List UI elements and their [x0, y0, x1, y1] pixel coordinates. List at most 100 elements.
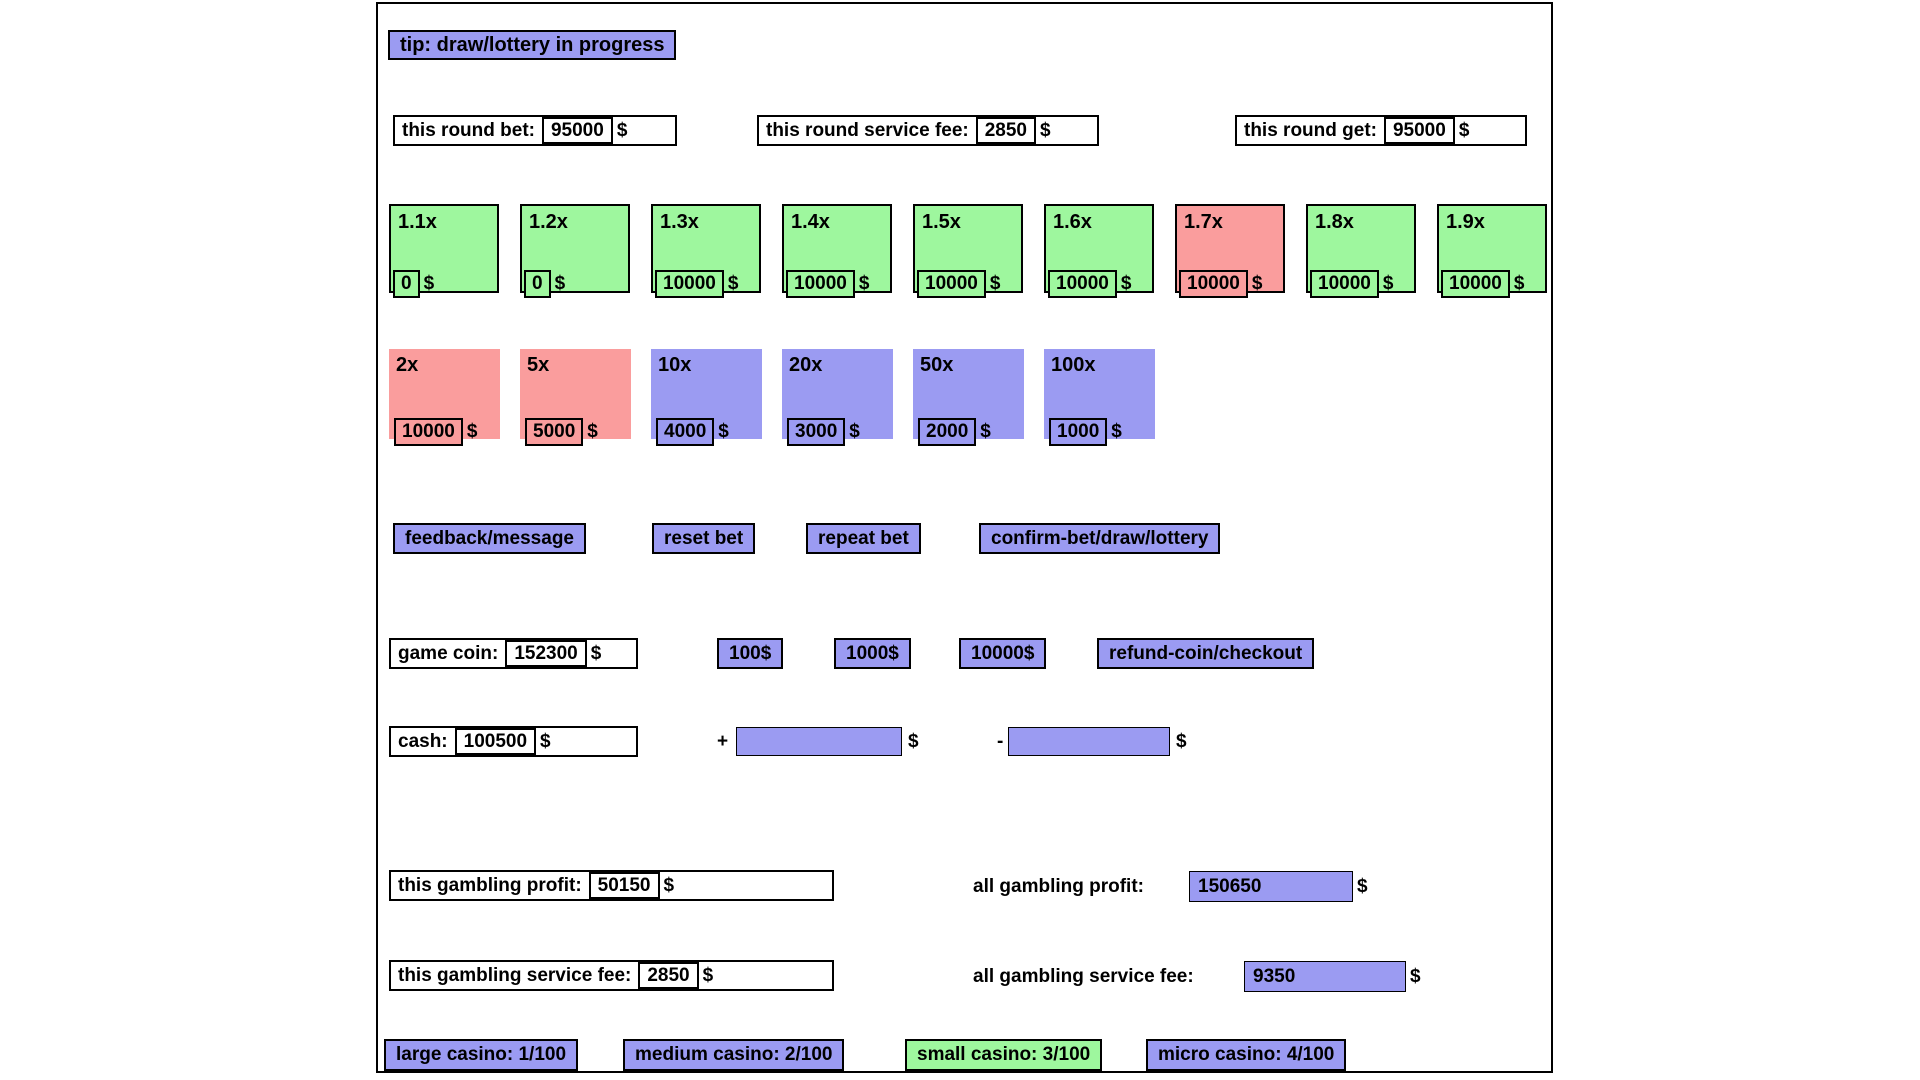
- tip-banner: tip: draw/lottery in progress: [388, 30, 677, 60]
- multiplier-label: 5x: [527, 354, 550, 376]
- multiplier-tile-1.5x[interactable]: 1.5x 10000 $: [913, 204, 1023, 298]
- currency-label: $: [1120, 273, 1132, 294]
- cash-label: cash:: [398, 730, 448, 752]
- plus-sign-label: +: [717, 731, 729, 752]
- game-coin-box: game coin: 152300 $: [389, 638, 638, 669]
- buy-coin-10000-button[interactable]: 10000$: [959, 638, 1047, 669]
- this-gambling-profit-box: this gambling profit: 50150 $: [389, 870, 834, 901]
- cash-box: cash: 100500 $: [389, 726, 638, 757]
- currency-label: $: [858, 273, 870, 294]
- multiplier-label: 2x: [396, 354, 419, 376]
- this-gambling-profit-value: 50150: [588, 872, 660, 899]
- multiplier-bet-value: 10000: [1048, 270, 1117, 298]
- currency-label: $: [1458, 119, 1470, 141]
- multiplier-bet-value: 0: [393, 270, 420, 298]
- currency-label: $: [1410, 966, 1421, 987]
- game-coin-label: game coin:: [398, 642, 499, 664]
- multiplier-label: 1.5x: [922, 211, 961, 233]
- add-cash-input[interactable]: [736, 727, 902, 756]
- multiplier-label: 10x: [658, 354, 692, 376]
- multiplier-tile-1.6x[interactable]: 1.6x 10000 $: [1044, 204, 1154, 298]
- currency-label: $: [989, 273, 1001, 294]
- this-round-bet-box: this round bet: 95000 $: [393, 115, 677, 146]
- currency-label: $: [590, 642, 602, 664]
- currency-label: $: [1040, 119, 1051, 141]
- this-round-bet-value: 95000: [541, 117, 613, 144]
- currency-label: $: [980, 421, 991, 442]
- minus-sign-label: -: [997, 731, 1004, 752]
- all-gambling-service-fee-number: 9350: [1253, 965, 1296, 987]
- multiplier-tile-2x[interactable]: 2x 10000 $: [389, 349, 500, 446]
- multiplier-label: 20x: [789, 354, 823, 376]
- multiplier-bet-value: 4000: [656, 418, 715, 446]
- this-round-get-label: this round get:: [1244, 119, 1377, 141]
- multiplier-tile-1.7x[interactable]: 1.7x 10000 $: [1175, 204, 1285, 298]
- multiplier-label: 1.7x: [1184, 211, 1223, 233]
- multiplier-label: 1.6x: [1053, 211, 1092, 233]
- this-gambling-service-fee-label: this gambling service fee:: [398, 964, 632, 986]
- this-round-service-fee-label: this round service fee:: [766, 119, 969, 141]
- currency-label: $: [718, 421, 729, 442]
- feedback-message-button[interactable]: feedback/message: [393, 523, 586, 554]
- refund-coin-checkout-button[interactable]: refund-coin/checkout: [1097, 638, 1315, 669]
- currency-label: $: [908, 731, 919, 752]
- medium-casino-button[interactable]: medium casino: 2/100: [623, 1039, 845, 1071]
- currency-label: $: [727, 273, 739, 294]
- multiplier-label: 1.4x: [791, 211, 830, 233]
- multiplier-bet-value: 10000: [917, 270, 986, 298]
- multiplier-bet-value: 0: [524, 270, 551, 298]
- large-casino-button[interactable]: large casino: 1/100: [384, 1039, 579, 1071]
- this-round-get-value: 95000: [1383, 117, 1455, 144]
- currency-label: $: [1382, 273, 1394, 294]
- currency-label: $: [1111, 421, 1122, 442]
- multiplier-tile-10x[interactable]: 10x 4000 $: [651, 349, 762, 446]
- currency-label: $: [1513, 273, 1525, 294]
- all-gambling-service-fee-label: all gambling service fee:: [973, 966, 1194, 987]
- confirm-bet-draw-lottery-button[interactable]: confirm-bet/draw/lottery: [979, 523, 1221, 554]
- currency-label: $: [554, 273, 566, 294]
- multiplier-bet-value: 10000: [1310, 270, 1379, 298]
- multiplier-tile-1.3x[interactable]: 1.3x 10000 $: [651, 204, 761, 298]
- multiplier-tile-1.1x[interactable]: 1.1x 0 $: [389, 204, 499, 298]
- small-casino-button[interactable]: small casino: 3/100: [905, 1039, 1103, 1071]
- multiplier-bet-value: 5000: [525, 418, 584, 446]
- multiplier-tile-20x[interactable]: 20x 3000 $: [782, 349, 893, 446]
- game-coin-value: 152300: [505, 640, 587, 667]
- all-gambling-profit-value: 150650: [1189, 871, 1353, 902]
- multiplier-tile-50x[interactable]: 50x 2000 $: [913, 349, 1024, 446]
- all-gambling-profit-label: all gambling profit:: [973, 876, 1144, 897]
- buy-coin-100-button[interactable]: 100$: [717, 638, 784, 669]
- multiplier-label: 1.3x: [660, 211, 699, 233]
- tip-banner-label: tip: draw/lottery in progress: [400, 33, 665, 56]
- this-round-service-fee-value: 2850: [975, 117, 1037, 144]
- multiplier-bet-value: 1000: [1049, 418, 1108, 446]
- multiplier-tile-1.2x[interactable]: 1.2x 0 $: [520, 204, 630, 298]
- currency-label: $: [1176, 731, 1187, 752]
- reset-bet-button[interactable]: reset bet: [652, 523, 756, 554]
- currency-label: $: [540, 730, 551, 752]
- this-round-bet-label: this round bet:: [402, 119, 535, 141]
- this-round-service-fee-box: this round service fee: 2850 $: [757, 115, 1099, 146]
- multiplier-tile-1.8x[interactable]: 1.8x 10000 $: [1306, 204, 1416, 298]
- multiplier-bet-value: 10000: [1179, 270, 1248, 298]
- currency-label: $: [849, 421, 860, 442]
- micro-casino-button[interactable]: micro casino: 4/100: [1146, 1039, 1347, 1071]
- multiplier-bet-value: 10000: [394, 418, 463, 446]
- multiplier-tile-100x[interactable]: 100x 1000 $: [1044, 349, 1155, 446]
- multiplier-tile-1.4x[interactable]: 1.4x 10000 $: [782, 204, 892, 298]
- multiplier-label: 1.8x: [1315, 211, 1354, 233]
- currency-label: $: [1357, 876, 1368, 897]
- repeat-bet-button[interactable]: repeat bet: [806, 523, 921, 554]
- multiplier-tile-1.9x[interactable]: 1.9x 10000 $: [1437, 204, 1547, 298]
- currency-label: $: [423, 273, 435, 294]
- multiplier-tile-5x[interactable]: 5x 5000 $: [520, 349, 631, 446]
- this-round-get-box: this round get: 95000 $: [1235, 115, 1527, 146]
- multiplier-label: 1.2x: [529, 211, 568, 233]
- cash-value: 100500: [454, 728, 537, 755]
- all-gambling-profit-number: 150650: [1198, 875, 1262, 897]
- multiplier-label: 1.9x: [1446, 211, 1485, 233]
- subtract-cash-input[interactable]: [1008, 727, 1170, 756]
- currency-label: $: [1251, 273, 1263, 294]
- buy-coin-1000-button[interactable]: 1000$: [834, 638, 911, 669]
